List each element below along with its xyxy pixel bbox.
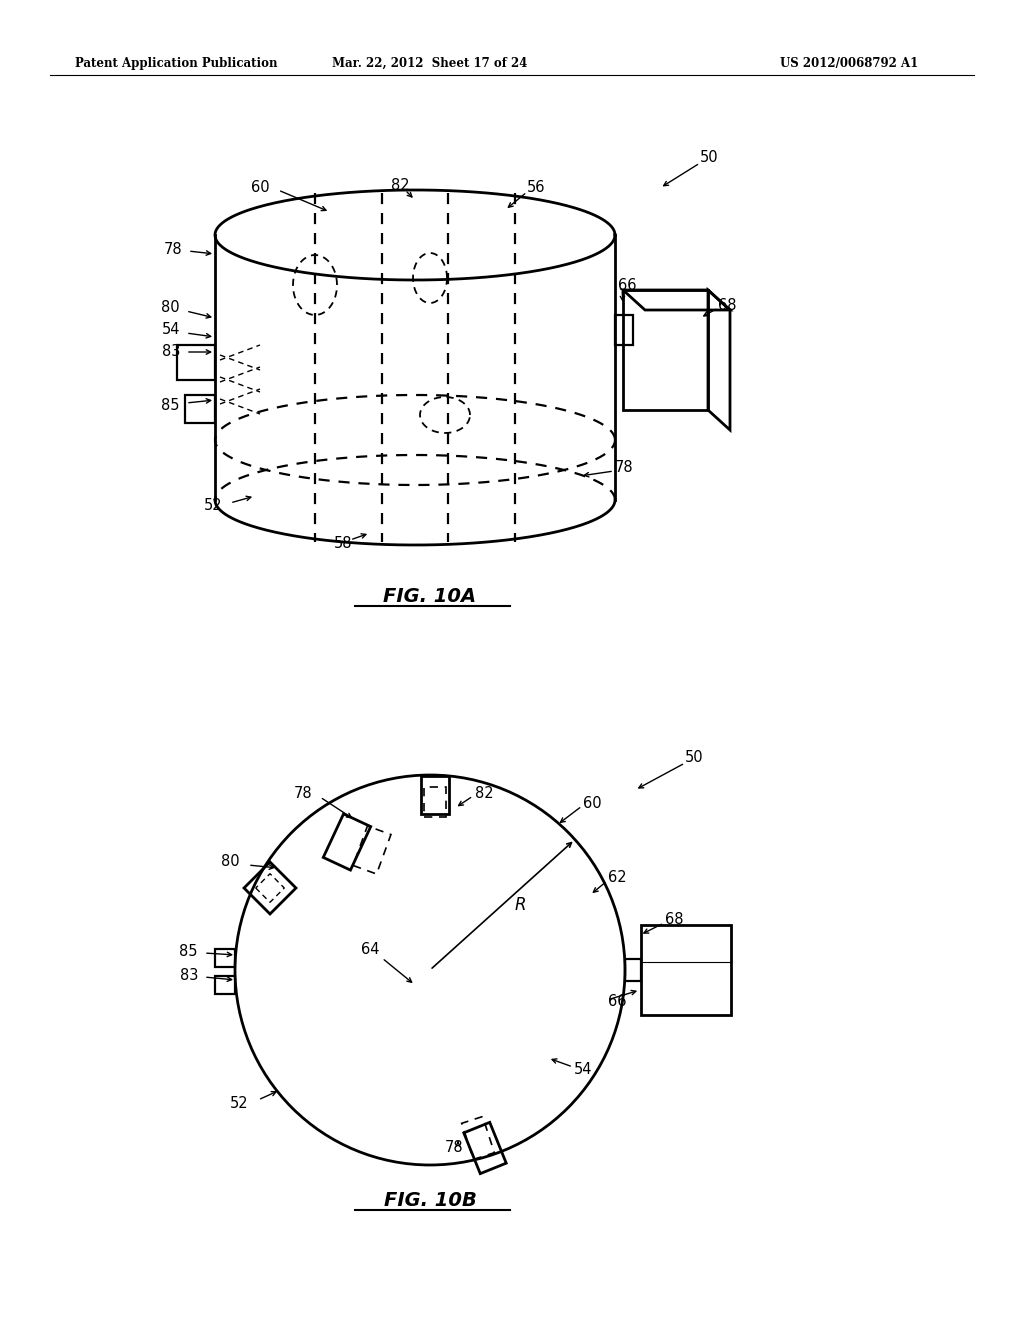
Text: 54: 54 xyxy=(574,1063,593,1077)
Text: 85: 85 xyxy=(162,397,180,412)
Bar xyxy=(641,925,731,1015)
Text: 68: 68 xyxy=(665,912,683,928)
Text: 66: 66 xyxy=(618,277,637,293)
Text: 78: 78 xyxy=(444,1140,463,1155)
Text: FIG. 10B: FIG. 10B xyxy=(384,1191,476,1209)
Text: 68: 68 xyxy=(718,297,736,313)
Bar xyxy=(215,975,234,994)
Text: 52: 52 xyxy=(229,1096,248,1110)
Text: 60: 60 xyxy=(251,180,270,194)
Text: 80: 80 xyxy=(162,301,180,315)
Text: Patent Application Publication: Patent Application Publication xyxy=(75,57,278,70)
Text: 52: 52 xyxy=(204,498,222,512)
Bar xyxy=(215,949,234,968)
Text: 58: 58 xyxy=(334,536,352,550)
Text: 78: 78 xyxy=(615,461,634,475)
Text: 80: 80 xyxy=(221,854,240,870)
Text: 82: 82 xyxy=(391,177,410,193)
Text: 85: 85 xyxy=(179,945,198,960)
Text: 64: 64 xyxy=(360,942,379,957)
Text: 50: 50 xyxy=(685,751,703,766)
Text: 78: 78 xyxy=(164,243,182,257)
Text: 83: 83 xyxy=(179,968,198,982)
Text: 83: 83 xyxy=(162,345,180,359)
Text: R: R xyxy=(514,896,525,913)
Text: 66: 66 xyxy=(608,994,627,1010)
Text: US 2012/0068792 A1: US 2012/0068792 A1 xyxy=(780,57,919,70)
Text: 56: 56 xyxy=(527,181,546,195)
Text: 78: 78 xyxy=(293,785,312,800)
Bar xyxy=(185,395,215,422)
Bar xyxy=(615,315,633,345)
Bar xyxy=(177,345,215,380)
Bar xyxy=(625,960,641,981)
Text: 82: 82 xyxy=(475,785,494,800)
Text: FIG. 10A: FIG. 10A xyxy=(383,586,476,606)
Text: 62: 62 xyxy=(608,870,627,886)
Text: 54: 54 xyxy=(162,322,180,338)
Bar xyxy=(623,290,708,411)
Text: 60: 60 xyxy=(583,796,602,810)
Text: Mar. 22, 2012  Sheet 17 of 24: Mar. 22, 2012 Sheet 17 of 24 xyxy=(333,57,527,70)
Text: 50: 50 xyxy=(700,150,719,165)
